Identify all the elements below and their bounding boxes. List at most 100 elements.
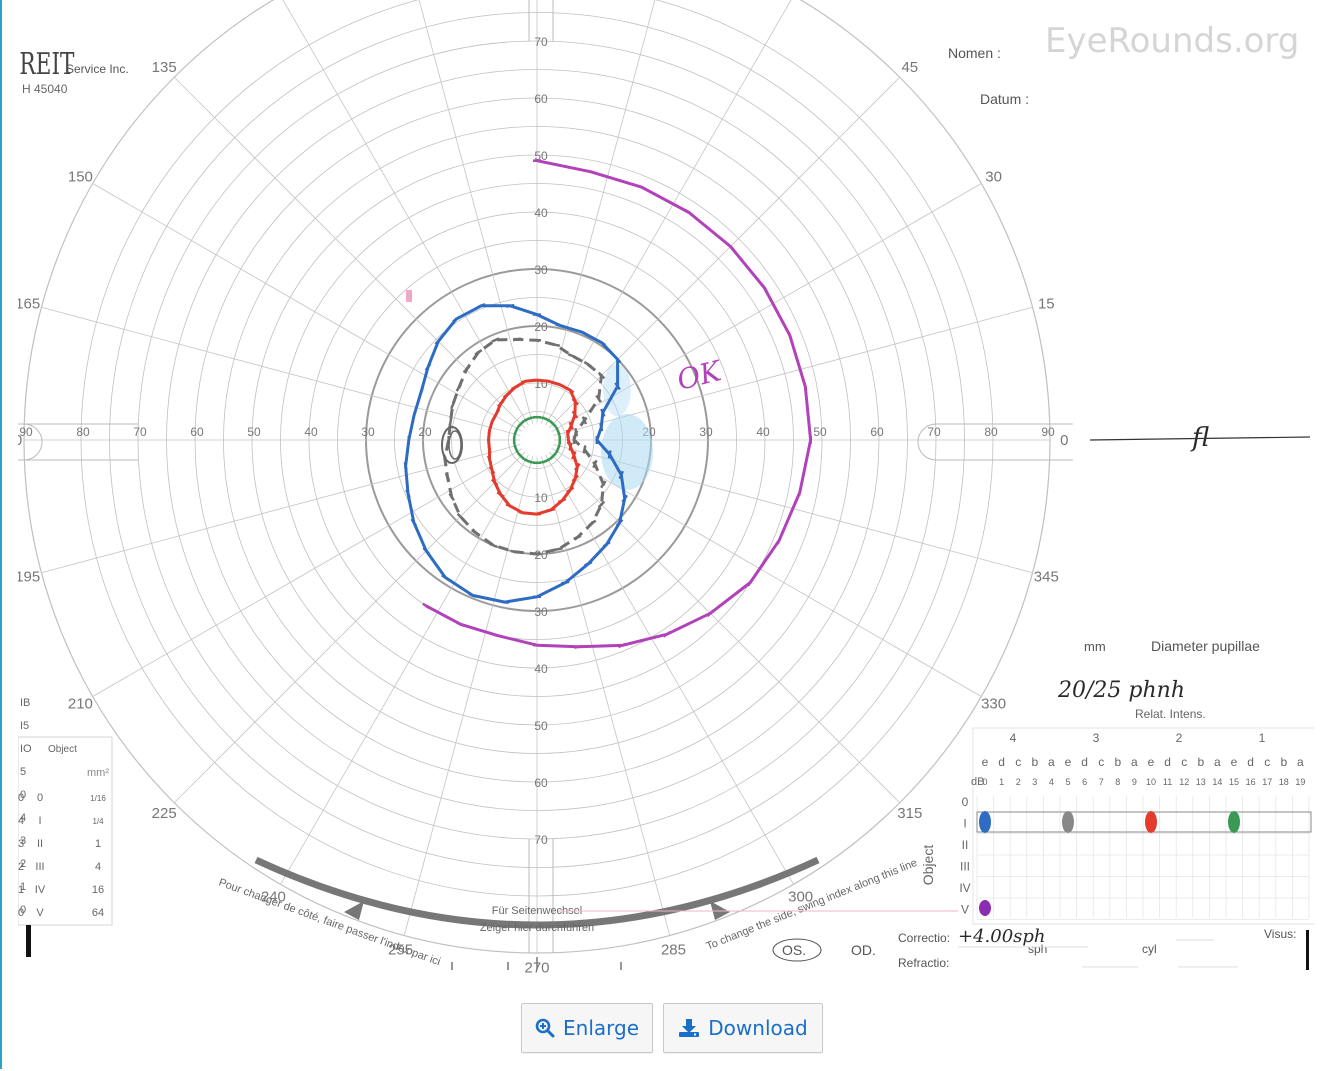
isopter-tick [747,578,754,587]
watermark-text: EyeRounds.org [1045,21,1299,61]
download-icon [678,1018,700,1038]
horizontal-scale-label: 30 [361,425,375,439]
horizontal-scale-label: 50 [247,425,261,439]
object-row-mm2: 64 [92,907,104,919]
meridian-label: 345 [1034,568,1059,585]
isopter-tick [602,541,611,548]
meridian-label: 135 [152,59,177,76]
isopter-tick [491,337,500,343]
object-row-mm2: 1 [95,838,101,850]
meridian-label: 45 [901,59,918,76]
isopter-i4e [404,304,627,604]
meridian-line [541,0,656,424]
object-row-db: 0 [18,907,24,919]
isopter-tick [600,480,607,489]
isopter-tick [684,209,694,216]
meridian-line [541,456,671,936]
isopter-tick [787,331,793,340]
isopter-tick [617,642,627,649]
meridian-label: 15 [1038,296,1055,313]
db-value: 12 [1179,777,1189,787]
db-value: 10 [1146,777,1156,787]
horizontal-scale-label: 40 [304,425,318,439]
isopter-tick [511,384,520,391]
intensity-letter: a [1214,755,1221,769]
isopter-tick [561,580,570,585]
vertical-scale-label: 60 [534,92,548,106]
intensity-letter: c [1015,755,1021,769]
vertical-scale-label: 20 [534,320,548,334]
isopter-tick [524,416,533,422]
isopter-tick [549,452,557,460]
goldmann-chart-svg: 0153045607590105120135150165180195210225… [18,0,1314,975]
object-row-object: III [35,861,44,873]
isopter-tick [776,536,782,545]
isopter-tick [474,349,483,356]
intensity-letter: e [1148,755,1155,769]
isopter-tick [567,353,577,359]
intensity-letter: a [1048,755,1055,769]
db-value: 16 [1246,777,1256,787]
isopter-tick [405,489,411,498]
db-value: 1 [999,777,1004,787]
partial-db-label: 1 [20,881,26,893]
isopter-tick [541,458,550,464]
isopter-tick [595,394,602,403]
pupil-diameter-label: Diameter pupillae [1151,638,1260,654]
meridian-line [403,456,533,936]
isopter-tick [544,379,553,384]
arrow-left [344,901,364,920]
isopter-tick [581,416,588,425]
db-value: 6 [1082,777,1087,787]
selected-row-box [976,811,1312,833]
isopter-tick [512,337,522,342]
meridian-line [418,0,533,424]
isopter-tick [489,542,498,549]
isopter-tick [462,365,471,374]
isopter-tick [600,408,606,417]
intensity-mark [979,811,991,833]
isopter-tick [502,391,511,399]
meridian-label: 300 [788,889,813,906]
isopter-tick [566,486,575,494]
isopter-tick [571,397,580,406]
vertical-scale-label: 70 [534,35,548,49]
isopter-v4e [425,159,813,649]
meridian-line [92,183,523,432]
isopter-tick [496,491,505,498]
mm2-label: mm² [87,767,109,779]
polar-grid: 0153045607590105120135150165180195210225… [18,0,1073,975]
isopter-tick [434,337,442,345]
object-row-db: 4 [18,815,24,827]
meridian-line [548,451,901,804]
intensity-group-label: 3 [1093,731,1100,745]
partial-db-label: 2 [20,858,26,870]
object-row-mm2: 4 [95,861,101,873]
meridian-label: 195 [18,568,40,585]
download-button[interactable]: Download [663,1003,823,1053]
horizontal-bracket-right [917,423,1073,461]
isopter-tick [403,461,408,471]
isopter-tick [521,379,530,384]
intensity-mark [1228,811,1240,833]
intensity-letter: e [982,755,989,769]
partial-db-label: 3 [20,835,26,847]
partial-db-label: IB [20,697,30,709]
correction-value: +4.00sph [958,926,1046,947]
horizontal-scale-label: 70 [927,425,941,439]
db-value: 11 [1163,777,1172,787]
vertical-scale-label: 30 [534,605,548,619]
meridian-line [282,0,529,426]
isopter-tick [497,400,505,408]
nomen-label: Nomen : [948,45,1001,61]
isopter-tick [706,609,715,618]
horizontal-scale-label: 90 [1041,425,1055,439]
meridian-label: 165 [18,296,40,313]
enlarge-button[interactable]: Enlarge [521,1003,653,1053]
object-row-label: I [963,817,966,831]
meridian-label: 180 [18,432,22,449]
intensity-letter: c [1264,755,1270,769]
isopter-tick [518,510,527,515]
object-row-mm2: 1/16 [90,794,106,803]
object-row-label: III [960,860,970,874]
